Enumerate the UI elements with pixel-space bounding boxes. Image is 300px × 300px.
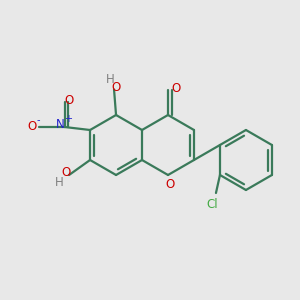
Text: O: O: [171, 82, 181, 95]
Text: O: O: [111, 81, 121, 94]
Text: Cl: Cl: [206, 199, 218, 212]
Text: -: -: [36, 115, 40, 125]
Text: O: O: [27, 121, 37, 134]
Text: H: H: [55, 176, 63, 190]
Text: O: O: [165, 178, 175, 190]
Text: H: H: [106, 73, 114, 86]
Text: O: O: [61, 167, 71, 179]
Text: +: +: [64, 114, 72, 124]
Text: O: O: [64, 94, 73, 107]
Text: N: N: [56, 118, 65, 130]
